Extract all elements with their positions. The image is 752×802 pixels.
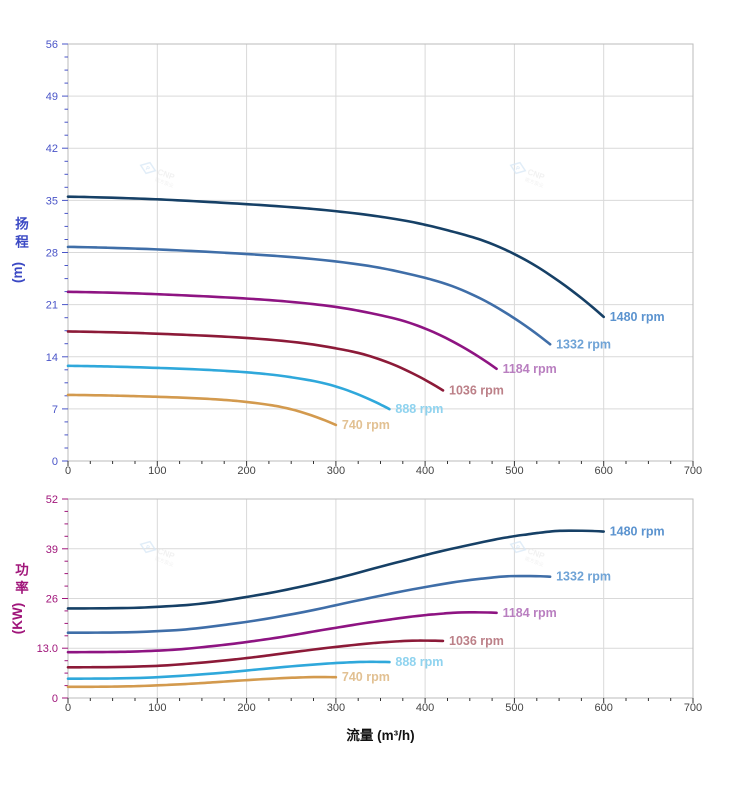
svg-text:740 rpm: 740 rpm xyxy=(342,418,390,432)
svg-text:52: 52 xyxy=(46,494,58,506)
svg-text:300: 300 xyxy=(327,465,345,477)
svg-text:740 rpm: 740 rpm xyxy=(342,670,390,684)
svg-text:1480 rpm: 1480 rpm xyxy=(610,525,665,539)
svg-text:39: 39 xyxy=(46,544,58,556)
svg-text:700: 700 xyxy=(684,465,702,477)
svg-text:1480 rpm: 1480 rpm xyxy=(610,310,665,324)
svg-text:200: 200 xyxy=(237,465,255,477)
svg-text:(m): (m) xyxy=(10,262,25,283)
svg-text:1036 rpm: 1036 rpm xyxy=(449,383,504,397)
svg-text:49: 49 xyxy=(46,91,58,103)
svg-text:21: 21 xyxy=(46,300,58,312)
svg-text:1184 rpm: 1184 rpm xyxy=(503,606,557,620)
svg-text:扬: 扬 xyxy=(15,216,29,232)
svg-text:13.0: 13.0 xyxy=(37,643,58,655)
svg-text:0: 0 xyxy=(52,693,58,705)
svg-text:功: 功 xyxy=(15,563,29,578)
svg-text:0: 0 xyxy=(65,702,71,714)
svg-text:26: 26 xyxy=(46,594,58,606)
svg-text:35: 35 xyxy=(46,195,58,207)
svg-text:28: 28 xyxy=(46,248,58,260)
svg-text:500: 500 xyxy=(505,702,523,714)
svg-text:1332 rpm: 1332 rpm xyxy=(556,337,611,351)
svg-text:0: 0 xyxy=(52,456,58,468)
svg-text:888 rpm: 888 rpm xyxy=(395,655,443,669)
svg-text:600: 600 xyxy=(595,702,613,714)
svg-text:888 rpm: 888 rpm xyxy=(395,402,443,416)
svg-text:1332 rpm: 1332 rpm xyxy=(556,570,611,584)
svg-text:14: 14 xyxy=(46,352,58,364)
svg-text:100: 100 xyxy=(148,465,166,477)
svg-text:400: 400 xyxy=(416,702,434,714)
svg-text:7: 7 xyxy=(52,404,58,416)
svg-text:0: 0 xyxy=(65,465,71,477)
svg-text:300: 300 xyxy=(327,702,345,714)
svg-text:程: 程 xyxy=(15,235,29,250)
svg-text:率: 率 xyxy=(15,580,29,596)
svg-text:1036 rpm: 1036 rpm xyxy=(449,634,504,648)
svg-text:(KW): (KW) xyxy=(10,603,25,634)
svg-text:700: 700 xyxy=(684,702,702,714)
svg-text:500: 500 xyxy=(505,465,523,477)
svg-text:400: 400 xyxy=(416,465,434,477)
svg-text:流量 (m³/h): 流量 (m³/h) xyxy=(346,727,414,743)
svg-text:100: 100 xyxy=(148,702,166,714)
svg-text:200: 200 xyxy=(237,702,255,714)
svg-text:600: 600 xyxy=(595,465,613,477)
svg-text:1184 rpm: 1184 rpm xyxy=(503,362,557,376)
svg-text:56: 56 xyxy=(46,39,58,51)
svg-text:42: 42 xyxy=(46,143,58,155)
